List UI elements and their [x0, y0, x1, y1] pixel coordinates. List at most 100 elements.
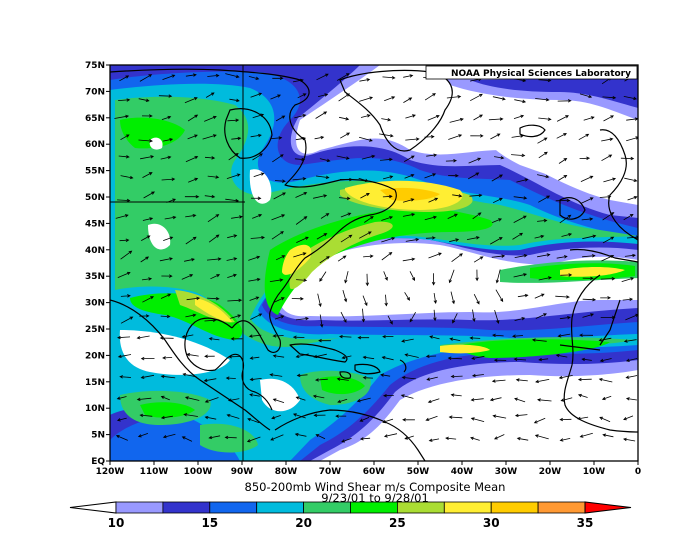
wind-vector [297, 93, 307, 99]
wind-vector [424, 173, 437, 179]
wind-vector [120, 134, 130, 141]
wind-vector [492, 96, 506, 101]
x-axis-ticks: 120W 110W 100W 90W 80W 70W 60W 50W 40W 30W 20W 10W 0 [96, 461, 641, 477]
wind-vector [340, 212, 352, 218]
wind-vector [404, 292, 410, 301]
wind-vector [621, 277, 635, 282]
colorbar-swatch [350, 501, 398, 514]
wind-vector [492, 414, 507, 419]
wind-vector [557, 333, 571, 338]
wind-vector [184, 258, 195, 262]
shear-field [110, 65, 638, 461]
colorbar-label: 15 [201, 516, 218, 530]
wind-vector [163, 138, 174, 142]
wind-vector [516, 178, 529, 183]
wind-vector [405, 238, 420, 242]
wind-vector [229, 98, 240, 103]
wind-vector [468, 172, 480, 180]
wind-vector [359, 231, 372, 239]
chart-title: 850-200mb Wind Shear m/s Composite Mean [245, 480, 506, 494]
wind-vector [470, 398, 484, 402]
wind-vector [429, 335, 440, 340]
wind-vector [382, 175, 394, 180]
wind-vector [624, 253, 636, 258]
wind-vector [600, 315, 616, 320]
wind-vector [272, 334, 284, 338]
wind-vector [294, 157, 306, 162]
wind-vector [204, 354, 215, 358]
wind-vector [381, 117, 392, 122]
wind-vector [140, 256, 150, 263]
wind-vector [119, 238, 130, 243]
wind-vector [625, 358, 638, 362]
wind-vector [272, 354, 285, 358]
wind-vector [269, 278, 284, 282]
colorbar-label: 35 [577, 516, 594, 530]
wind-vector [404, 174, 415, 179]
wind-vector [160, 415, 173, 420]
wind-vector [115, 214, 129, 219]
wind-vector [119, 375, 132, 379]
wind-vector [517, 293, 529, 298]
wind-vector [626, 136, 638, 142]
wind-vector [623, 437, 636, 442]
wind-vector [315, 111, 328, 119]
wind-vector [315, 378, 328, 382]
x-tick-label: 50W [407, 467, 430, 477]
wind-vector [159, 336, 174, 340]
wind-vector [247, 418, 260, 424]
wind-vector [403, 97, 413, 103]
wind-vector [623, 96, 638, 101]
wind-vector [319, 158, 331, 163]
wind-vector [118, 155, 130, 159]
colorbar-label: 30 [483, 516, 500, 530]
wind-vector [448, 173, 459, 178]
wind-vector [515, 378, 528, 382]
wind-vector [427, 115, 440, 121]
wind-vector [495, 289, 504, 303]
wind-vector [579, 432, 593, 438]
wind-vector [424, 215, 437, 221]
wind-vector [187, 114, 199, 122]
wind-vector [249, 377, 262, 382]
wind-vector [364, 216, 374, 223]
wind-vector [598, 337, 612, 342]
y-tick-label: 50N [85, 193, 105, 203]
wind-vector [296, 236, 309, 243]
wind-vector [448, 269, 455, 284]
wind-vector [184, 97, 198, 104]
wind-vector [601, 255, 615, 262]
wind-vector [405, 114, 416, 119]
wind-vector [409, 312, 416, 323]
x-tick-label: 90W [231, 467, 254, 477]
wind-vector [514, 413, 528, 418]
wind-vector [603, 115, 614, 122]
wind-vector [362, 295, 368, 307]
wind-vector [511, 153, 526, 158]
wind-vector [340, 234, 353, 243]
y-tick-label: 70N [85, 87, 105, 97]
wind-vector [339, 116, 350, 121]
wind-vector [139, 74, 153, 82]
wind-vector [556, 255, 568, 259]
wind-vector [338, 93, 350, 102]
wind-vector [600, 296, 611, 300]
wind-vector [581, 197, 594, 204]
x-tick-label: 0 [635, 467, 641, 477]
wind-vector [579, 156, 591, 160]
wind-vector [207, 296, 220, 301]
wind-vector [312, 394, 325, 399]
wind-vector [226, 414, 240, 419]
wind-vector [534, 293, 545, 299]
wind-vector [401, 338, 414, 343]
wind-vector [452, 313, 458, 324]
wind-vector [381, 356, 394, 361]
wind-vector [402, 418, 415, 422]
wind-vector [292, 335, 305, 339]
wind-vector [557, 99, 572, 103]
wind-vector [250, 92, 263, 98]
wind-vector [492, 333, 504, 338]
wind-vector [294, 114, 307, 119]
wind-vector [227, 118, 240, 122]
